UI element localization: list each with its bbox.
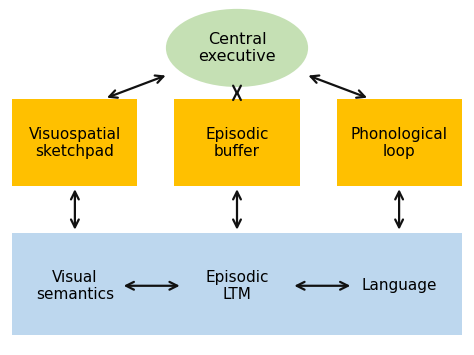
FancyBboxPatch shape: [174, 99, 300, 186]
FancyBboxPatch shape: [12, 233, 462, 335]
FancyBboxPatch shape: [337, 99, 462, 186]
Ellipse shape: [166, 9, 308, 87]
Text: Episodic
LTM: Episodic LTM: [205, 269, 269, 302]
Text: Visuospatial
sketchpad: Visuospatial sketchpad: [29, 126, 121, 159]
FancyBboxPatch shape: [12, 99, 137, 186]
Text: Central
executive: Central executive: [198, 32, 276, 64]
Text: Episodic
buffer: Episodic buffer: [205, 126, 269, 159]
Text: Language: Language: [361, 278, 437, 293]
Text: Phonological
loop: Phonological loop: [351, 126, 447, 159]
Text: Visual
semantics: Visual semantics: [36, 269, 114, 302]
